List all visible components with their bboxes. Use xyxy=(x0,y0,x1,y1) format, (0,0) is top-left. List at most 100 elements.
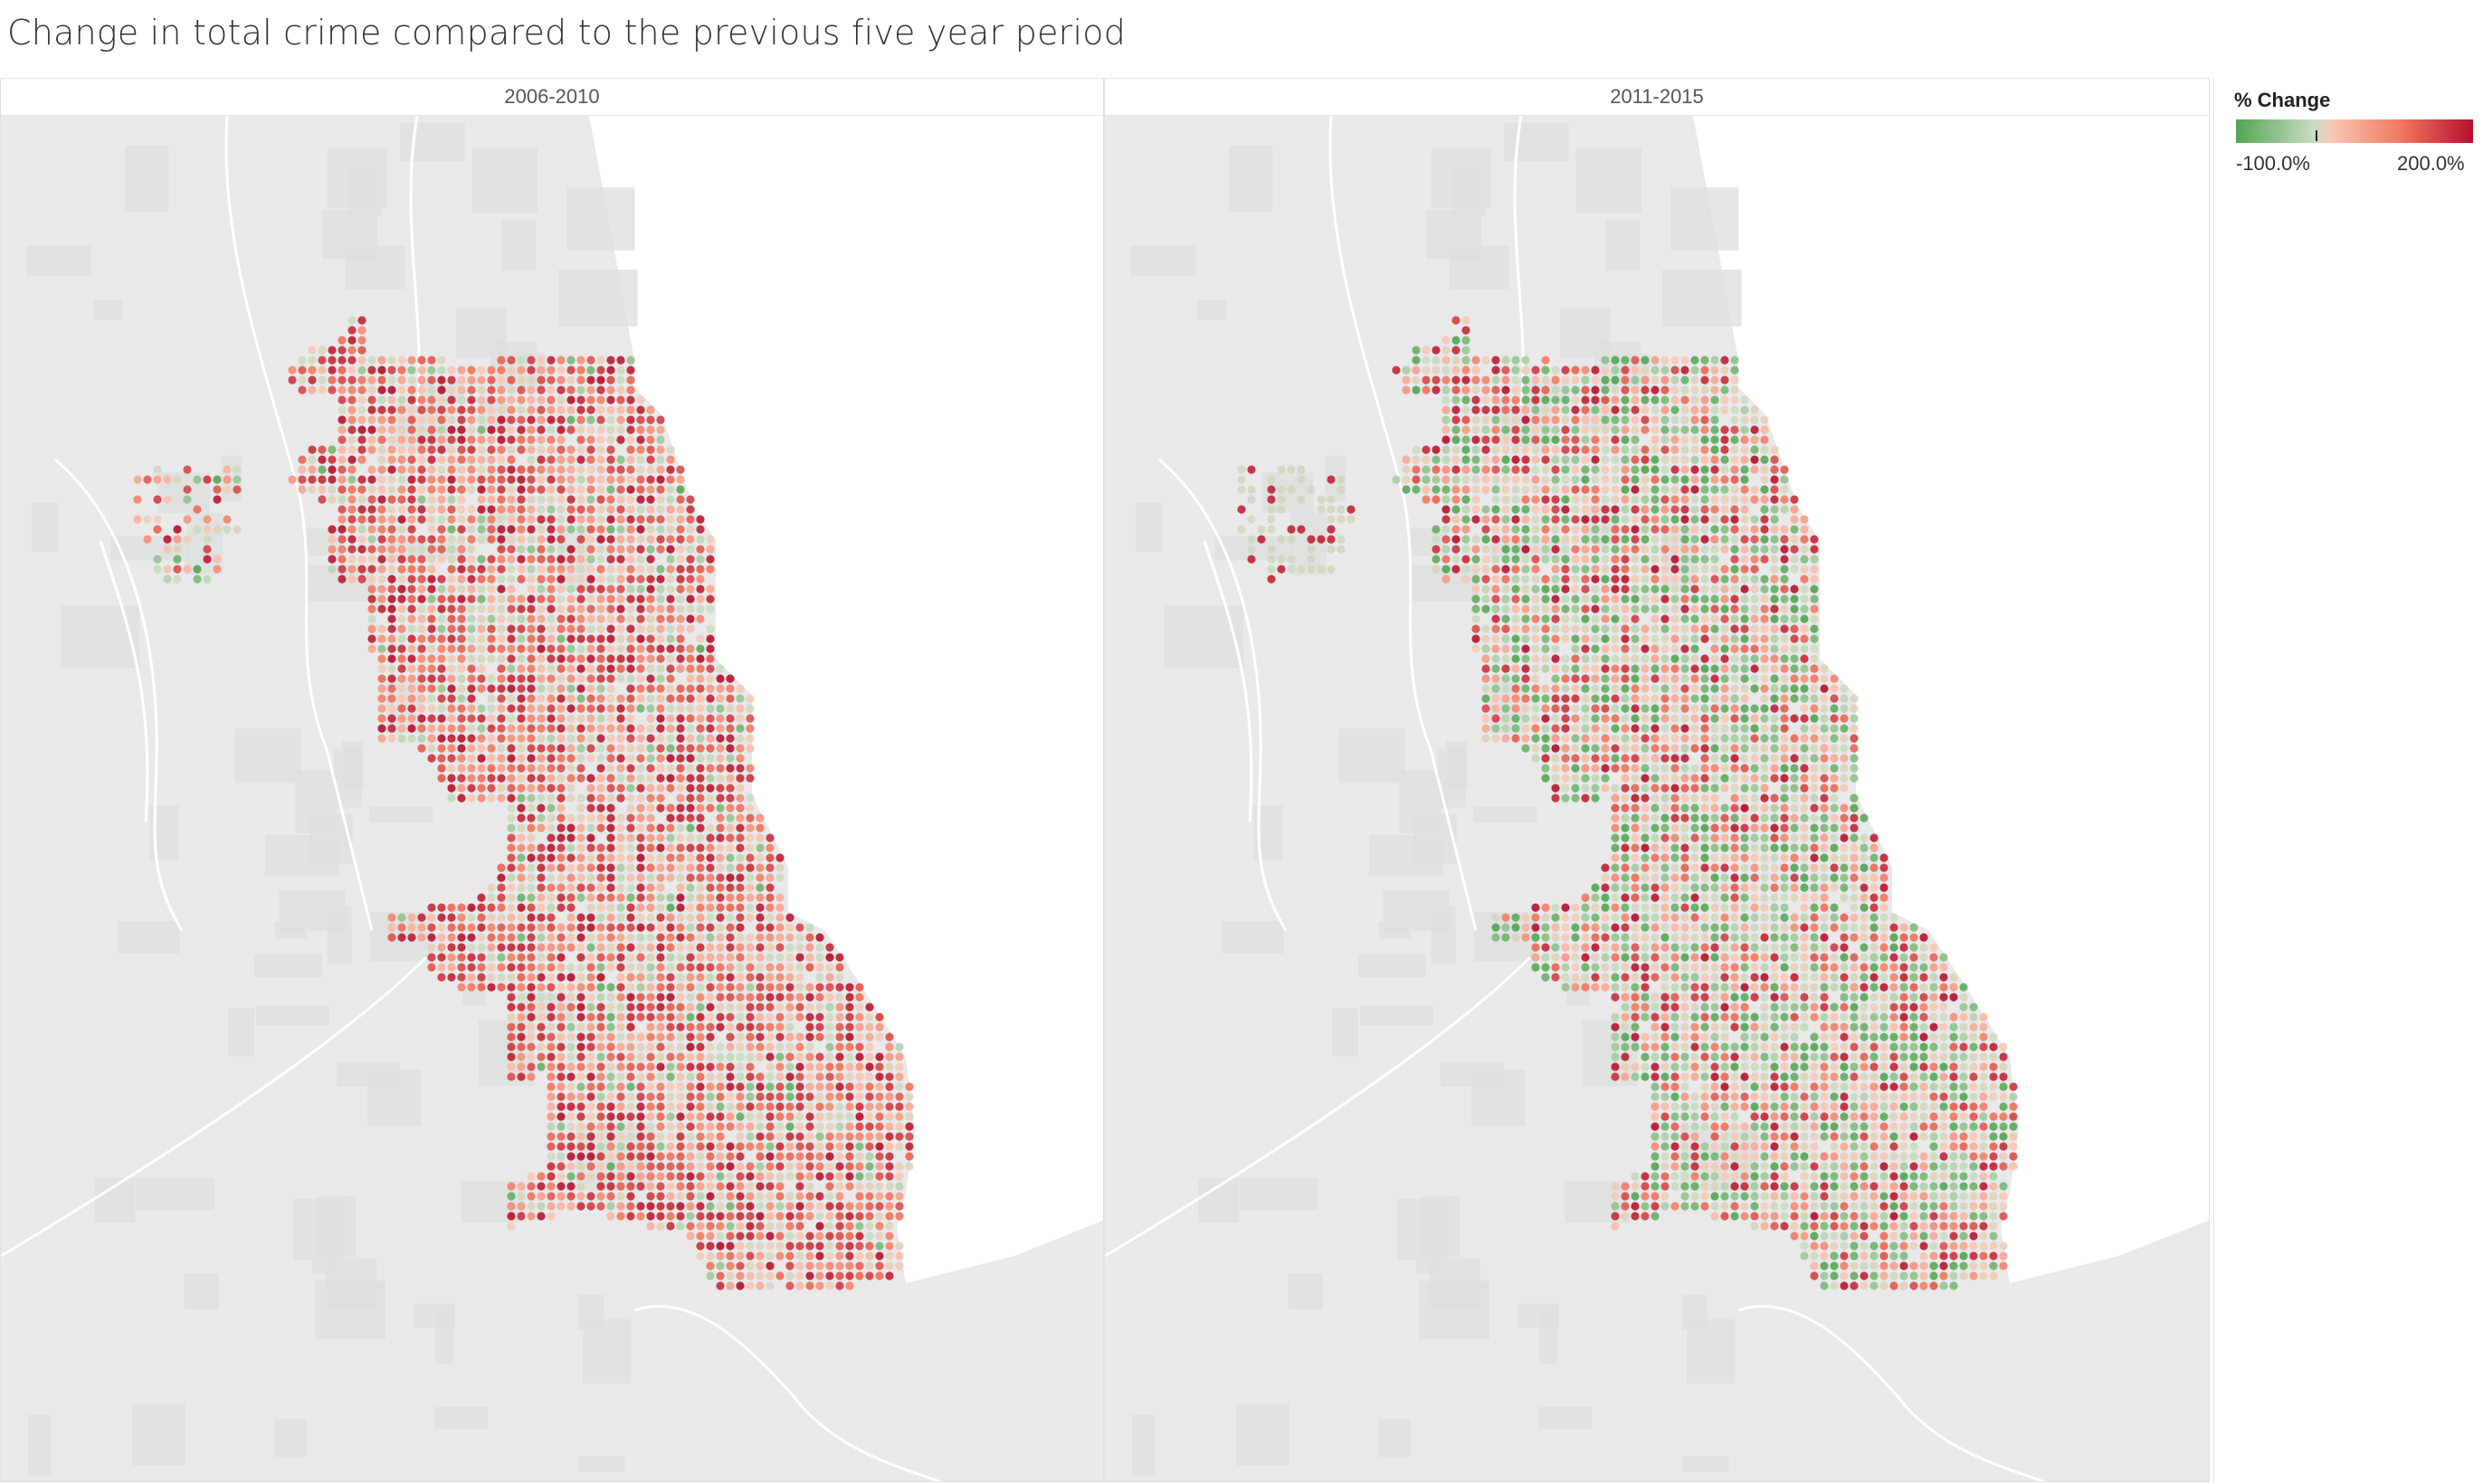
grid-point xyxy=(1541,515,1550,524)
grid-point xyxy=(1680,465,1689,474)
grid-point xyxy=(1591,495,1600,504)
grid-point xyxy=(726,873,735,882)
grid-point xyxy=(1700,595,1709,604)
grid-point xyxy=(795,1062,804,1071)
grid-point xyxy=(756,1132,765,1141)
grid-point xyxy=(656,585,665,594)
grid-point xyxy=(338,405,347,414)
grid-point xyxy=(656,774,665,783)
map-panel-2006-2010[interactable]: 2006-2010 xyxy=(0,78,1104,1482)
grid-point xyxy=(487,754,496,763)
grid-point xyxy=(1521,684,1530,693)
grid-point xyxy=(885,1271,894,1280)
grid-point xyxy=(1740,744,1749,753)
grid-point xyxy=(1641,555,1650,564)
grid-point xyxy=(686,863,695,872)
grid-point xyxy=(855,1032,864,1042)
grid-point xyxy=(377,684,386,693)
grid-point xyxy=(865,1032,874,1042)
map-view[interactable] xyxy=(1,116,1103,1481)
grid-point xyxy=(1770,614,1779,623)
grid-point xyxy=(596,565,605,574)
grid-point xyxy=(1471,505,1480,514)
grid-point xyxy=(1531,644,1540,653)
grid-point xyxy=(1451,425,1460,434)
park-area xyxy=(309,813,353,865)
grid-point xyxy=(586,943,595,952)
map-view[interactable] xyxy=(1105,116,2209,1481)
grid-point xyxy=(616,1142,625,1151)
grid-point xyxy=(1511,634,1520,643)
grid-point xyxy=(547,1122,556,1131)
grid-point xyxy=(746,1072,755,1081)
grid-point xyxy=(437,515,446,524)
grid-point xyxy=(133,495,142,504)
grid-point xyxy=(1521,565,1530,574)
map-svg[interactable] xyxy=(1,116,1103,1481)
grid-point xyxy=(756,1082,765,1091)
grid-point xyxy=(1641,714,1650,723)
grid-point xyxy=(1760,475,1769,484)
grid-point xyxy=(736,973,745,982)
grid-point xyxy=(557,704,566,713)
grid-point xyxy=(845,1232,854,1241)
grid-point xyxy=(805,1013,814,1022)
grid-point xyxy=(805,1271,814,1280)
grid-point xyxy=(756,873,765,882)
grid-point xyxy=(457,595,466,604)
grid-point xyxy=(1611,425,1620,434)
grid-point xyxy=(1481,535,1490,544)
grid-point xyxy=(497,983,506,992)
grid-point xyxy=(1770,624,1779,633)
grid-point xyxy=(338,395,347,404)
grid-point xyxy=(407,495,416,504)
grid-point xyxy=(467,913,476,922)
grid-point xyxy=(457,943,466,952)
grid-point xyxy=(616,1023,625,1032)
grid-point xyxy=(1511,535,1520,544)
grid-point xyxy=(606,1192,615,1201)
grid-point xyxy=(338,475,347,484)
grid-point xyxy=(566,684,576,693)
grid-point xyxy=(696,1182,705,1191)
grid-point xyxy=(507,1202,516,1211)
grid-point xyxy=(1571,644,1580,653)
grid-point xyxy=(676,694,685,703)
grid-point xyxy=(1750,734,1759,743)
grid-point xyxy=(437,535,446,544)
grid-point xyxy=(596,435,605,444)
grid-point xyxy=(576,405,585,414)
grid-point xyxy=(557,555,566,564)
grid-point xyxy=(1790,614,1799,623)
grid-point xyxy=(1551,485,1560,494)
grid-point xyxy=(427,614,436,623)
road-line xyxy=(1,956,428,1258)
grid-point xyxy=(726,1172,735,1181)
grid-point xyxy=(507,585,516,594)
grid-point xyxy=(1481,455,1490,464)
grid-point xyxy=(1750,654,1759,663)
grid-point xyxy=(845,1013,854,1022)
grid-point xyxy=(1730,634,1739,643)
grid-point xyxy=(596,1202,605,1211)
grid-point xyxy=(676,943,685,952)
grid-point xyxy=(1621,614,1630,623)
grid-point xyxy=(367,425,376,434)
grid-point xyxy=(566,724,576,733)
grid-point xyxy=(785,993,794,1002)
grid-point xyxy=(1730,734,1739,743)
grid-point xyxy=(527,1202,536,1211)
grid-point xyxy=(1491,425,1500,434)
grid-point xyxy=(756,1142,765,1151)
grid-point xyxy=(347,455,357,464)
grid-point xyxy=(527,1052,536,1061)
grid-point xyxy=(586,1142,595,1151)
grid-point xyxy=(537,754,546,763)
map-svg[interactable] xyxy=(1105,116,2209,1481)
grid-point xyxy=(537,435,546,444)
grid-point xyxy=(387,604,396,614)
grid-point xyxy=(676,565,685,574)
grid-point xyxy=(1700,475,1709,484)
map-panel-2011-2015[interactable]: 2011-2015 xyxy=(1104,78,2210,1482)
grid-point xyxy=(397,405,406,414)
